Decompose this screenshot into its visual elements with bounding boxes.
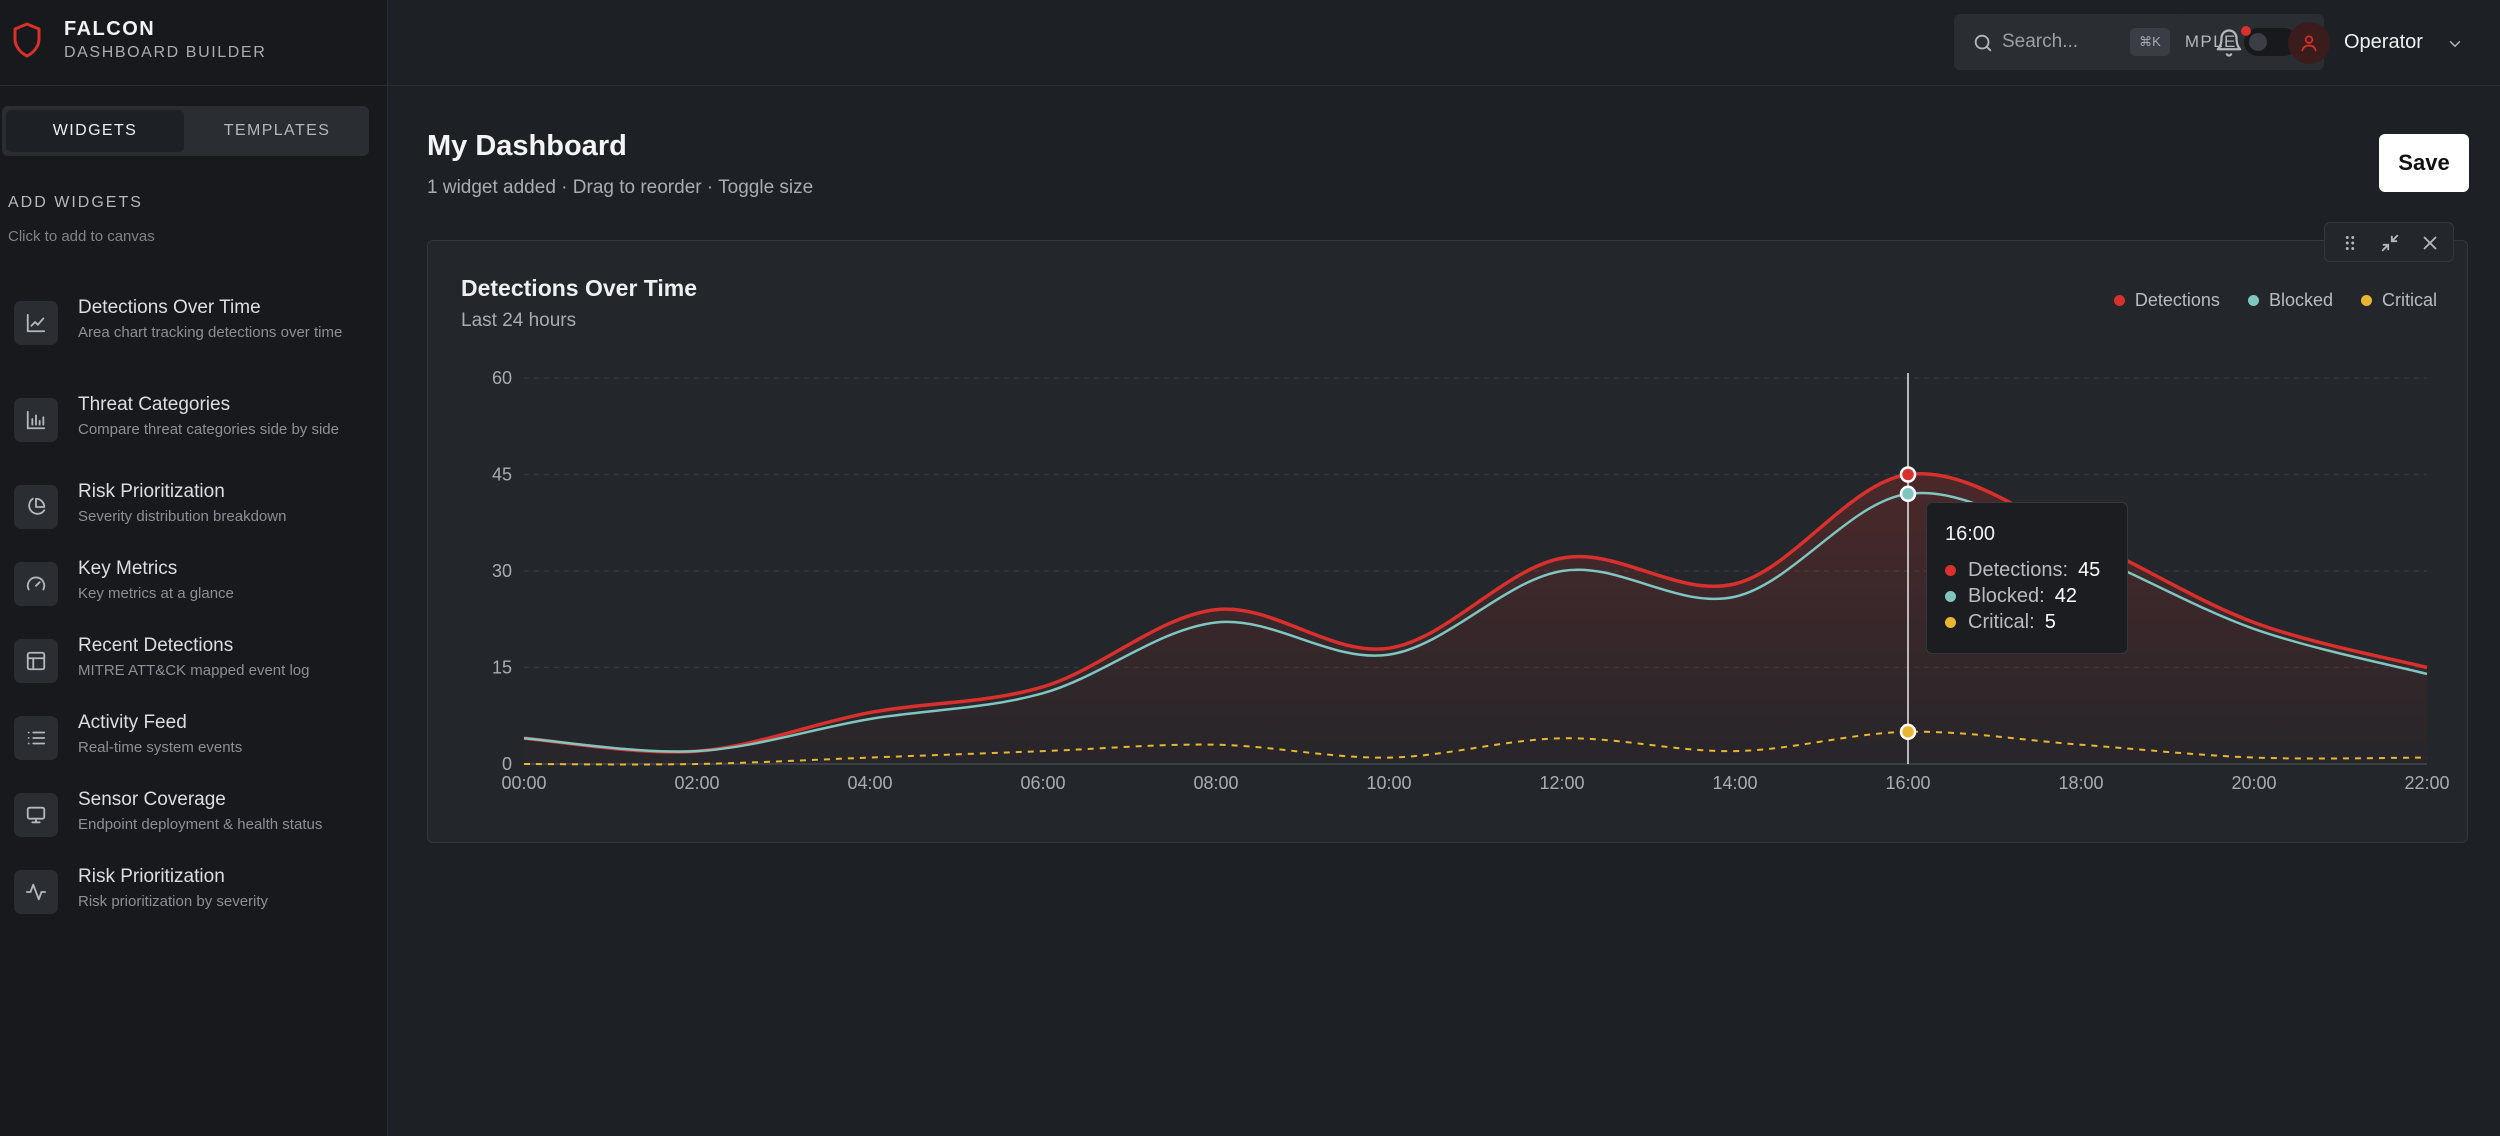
minimize-icon[interactable] bbox=[2379, 232, 2401, 254]
widget-name: Activity Feed bbox=[78, 712, 187, 733]
widget-desc: Real-time system events bbox=[78, 739, 243, 756]
widget-title: Detections Over Time bbox=[461, 275, 698, 301]
chevron-down-icon bbox=[2449, 41, 2461, 48]
x-tick-label: 04:00 bbox=[847, 773, 892, 793]
widget-name: Recent Detections bbox=[78, 635, 234, 656]
widget-desc: MITRE ATT&CK mapped event log bbox=[78, 662, 310, 679]
tooltip-row-detections: Detections:45 bbox=[1945, 559, 2100, 582]
avatar bbox=[2288, 22, 2330, 64]
line-chart-icon bbox=[14, 301, 58, 345]
monitor-icon bbox=[14, 793, 58, 837]
widget-card: Detections Over Time Last 24 hours Detec… bbox=[427, 240, 2468, 843]
x-tick-label: 06:00 bbox=[1020, 773, 1065, 793]
toggle-knob bbox=[2249, 33, 2267, 51]
chart-tooltip: 16:00 Detections:45 Blocked:42 Critical:… bbox=[1926, 502, 2128, 654]
widget-name: Risk Prioritization bbox=[78, 866, 225, 887]
widget-item-sensor-coverage[interactable]: Sensor Coverage Endpoint deployment & he… bbox=[0, 789, 388, 865]
table-icon bbox=[14, 639, 58, 683]
search-shortcut: ⌘K bbox=[2130, 28, 2170, 56]
page-subtitle: 1 widget added · Drag to reorder · Toggl… bbox=[427, 177, 814, 198]
x-tick-label: 22:00 bbox=[2404, 773, 2449, 793]
widget-name: Sensor Coverage bbox=[78, 789, 226, 810]
list-icon bbox=[14, 716, 58, 760]
widget-name: Detections Over Time bbox=[78, 297, 261, 318]
x-tick-label: 00:00 bbox=[501, 773, 546, 793]
brand-subtitle: DASHBOARD BUILDER bbox=[64, 44, 267, 61]
detections-chart: 0 15 30 45 60 00:00 02:00 04:00 06:00 08:00 10:00 1… bbox=[492, 368, 2450, 793]
gauge-icon bbox=[14, 562, 58, 606]
widget-item-risk-prioritization[interactable]: Risk Prioritization Severity distributio… bbox=[0, 481, 388, 557]
top-header: SIMPLE ⌘K Operator bbox=[388, 0, 2500, 86]
chart-legend: Detections Blocked Critical bbox=[2113, 290, 2437, 311]
y-tick-label: 45 bbox=[492, 465, 512, 485]
activity-icon bbox=[14, 870, 58, 914]
legend-item-critical: Critical bbox=[2360, 290, 2437, 311]
section-title: ADD WIDGETS bbox=[8, 194, 143, 211]
user-name: Operator bbox=[2344, 31, 2423, 53]
legend-item-blocked: Blocked bbox=[2247, 290, 2333, 311]
y-tick-label: 15 bbox=[492, 658, 512, 678]
sidebar: FALCON DASHBOARD BUILDER WIDGETS TEMPLAT… bbox=[0, 0, 388, 1136]
widget-name: Risk Prioritization bbox=[78, 481, 225, 502]
y-tick-label: 0 bbox=[502, 754, 512, 774]
widget-subtitle: Last 24 hours bbox=[461, 310, 577, 331]
brand: FALCON DASHBOARD BUILDER bbox=[0, 0, 388, 86]
widget-name: Threat Categories bbox=[78, 394, 231, 415]
x-tick-label: 02:00 bbox=[674, 773, 719, 793]
tooltip-row-blocked: Blocked:42 bbox=[1945, 585, 2077, 608]
widget-item-threat-categories[interactable]: Threat Categories Compare threat categor… bbox=[0, 394, 388, 470]
x-tick-label: 10:00 bbox=[1366, 773, 1411, 793]
widget-desc: Endpoint deployment & health status bbox=[78, 816, 323, 833]
mode-label: SIMPLE bbox=[2166, 32, 2237, 51]
bell-icon[interactable] bbox=[2214, 28, 2244, 58]
brand-title: FALCON bbox=[64, 18, 156, 40]
search-box[interactable]: ⌘K bbox=[1954, 14, 2182, 70]
y-tick-label: 30 bbox=[492, 561, 512, 581]
series-line-critical bbox=[523, 730, 2428, 766]
widget-item-key-metrics[interactable]: Key Metrics Key metrics at a glance bbox=[0, 558, 388, 634]
search-icon bbox=[1974, 34, 1992, 52]
widget-item-detections-over-time[interactable]: Detections Over Time Area chart tracking… bbox=[0, 297, 388, 373]
page-title: My Dashboard bbox=[427, 130, 627, 162]
widget-desc: Compare threat categories side by side bbox=[78, 421, 339, 438]
x-tick-label: 14:00 bbox=[1712, 773, 1757, 793]
x-tick-label: 12:00 bbox=[1539, 773, 1584, 793]
widget-desc: Severity distribution breakdown bbox=[78, 508, 287, 525]
hover-point-blocked bbox=[1899, 485, 1917, 503]
widget-desc: Risk prioritization by severity bbox=[78, 893, 269, 910]
widget-item-activity-feed[interactable]: Activity Feed Real-time system events bbox=[0, 712, 388, 788]
pie-chart-icon bbox=[14, 485, 58, 529]
y-tick-label: 60 bbox=[492, 368, 512, 388]
widget-desc: Key metrics at a glance bbox=[78, 585, 234, 602]
user-menu[interactable]: Operator bbox=[2288, 18, 2488, 68]
tab-templates[interactable]: TEMPLATES bbox=[223, 122, 331, 139]
widget-desc: Area chart tracking detections over time bbox=[78, 324, 343, 341]
x-tick-label: 08:00 bbox=[1193, 773, 1238, 793]
section-hint: Click to add to canvas bbox=[8, 228, 155, 245]
drag-handle-icon[interactable] bbox=[2339, 232, 2361, 254]
x-tick-label: 16:00 bbox=[1885, 773, 1930, 793]
x-tick-label: 18:00 bbox=[2058, 773, 2103, 793]
legend-item-detections: Detections bbox=[2113, 290, 2220, 311]
close-icon[interactable] bbox=[2419, 232, 2441, 254]
series-area-detections bbox=[524, 473, 2427, 764]
x-tick-label: 20:00 bbox=[2231, 773, 2276, 793]
widget-toolbar bbox=[2324, 222, 2454, 262]
search-input[interactable] bbox=[2002, 28, 2122, 56]
hover-point-detections bbox=[1899, 466, 1917, 483]
shield-icon bbox=[13, 22, 41, 58]
hover-point-critical bbox=[1899, 723, 1917, 741]
notification-dot bbox=[2241, 26, 2251, 36]
tooltip-row-critical: Critical:5 bbox=[1945, 611, 2056, 634]
widget-name: Key Metrics bbox=[78, 558, 178, 579]
sidebar-tabs: WIDGETS TEMPLATES bbox=[2, 106, 369, 156]
tooltip-time: 16:00 bbox=[1945, 523, 1996, 545]
bar-chart-icon bbox=[14, 398, 58, 442]
save-button[interactable]: Save bbox=[2379, 134, 2469, 192]
widget-item-recent-detections[interactable]: Recent Detections MITRE ATT&CK mapped ev… bbox=[0, 635, 388, 711]
tab-widgets[interactable]: WIDGETS bbox=[6, 110, 184, 152]
widget-item-risk-prioritization-severity[interactable]: Risk Prioritization Risk prioritization … bbox=[0, 866, 388, 942]
